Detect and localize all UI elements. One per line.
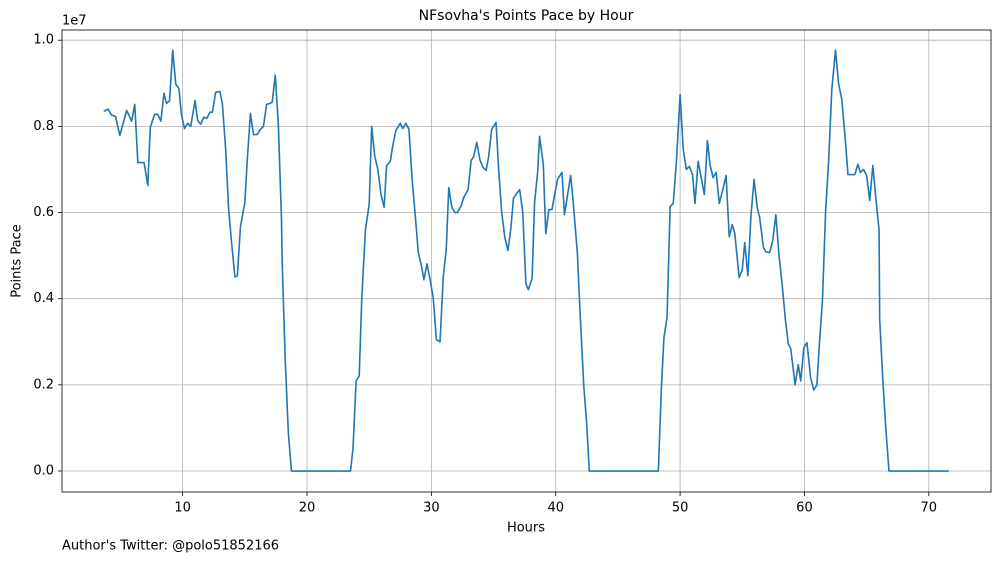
x-tick-label: 50: [672, 501, 689, 516]
x-axis-label: Hours: [507, 521, 545, 536]
data-line: [103, 49, 949, 472]
y-tick-label: 0.6: [33, 205, 54, 220]
y-tick-label: 0.8: [33, 119, 54, 134]
x-tick-label: 10: [174, 501, 191, 516]
x-tick-label: 20: [299, 501, 316, 516]
x-tick-label: 40: [547, 501, 564, 516]
y-axis-label: Points Pace: [10, 224, 25, 298]
y-tick-label: 1.0: [33, 33, 54, 48]
y-offset-label: 1e7: [62, 14, 87, 29]
y-tick-label: 0.0: [33, 464, 54, 479]
y-tick-label: 0.4: [33, 291, 54, 306]
plot-frame: [61, 29, 992, 493]
x-tick-label: 60: [796, 501, 813, 516]
x-tick-label: 30: [423, 501, 440, 516]
chart-title: NFsovha's Points Pace by Hour: [419, 8, 634, 24]
footnote: Author's Twitter: @polo51852166: [62, 539, 279, 554]
y-tick-label: 0.2: [33, 377, 54, 392]
x-tick-label: 70: [921, 501, 938, 516]
